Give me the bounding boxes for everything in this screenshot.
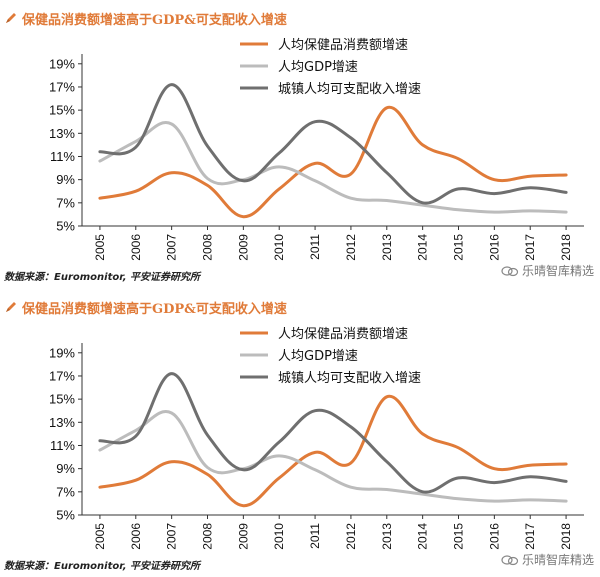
watermark-text: 乐晴智库精选	[521, 264, 594, 278]
x-tick-label: 2010	[272, 234, 286, 261]
watermark-text: 乐晴智库精选	[521, 553, 594, 567]
x-tick-label: 2015	[452, 234, 466, 261]
x-tick-label: 2018	[559, 523, 573, 550]
x-tick-label: 2013	[380, 523, 394, 550]
x-tick-label: 2015	[452, 523, 466, 550]
pen-icon	[6, 13, 16, 23]
y-tick-label: 9%	[56, 461, 75, 476]
chart-title: 保健品消费额增速高于GDP&可支配收入增速	[22, 12, 287, 28]
y-tick-label: 15%	[49, 392, 75, 407]
chart-title: 保健品消费额增速高于GDP&可支配收入增速	[22, 301, 287, 317]
legend-label: 人均保健品消费额增速	[278, 327, 408, 342]
x-tick-label: 2014	[416, 234, 430, 261]
x-tick-label: 2006	[129, 234, 143, 261]
x-tick-label: 2005	[93, 234, 107, 261]
x-tick-label: 2005	[93, 523, 107, 550]
chart-panel-1: 保健品消费额增速高于GDP&可支配收入增速 5% 7% 9% 11% 13% 15% 17%…	[0, 0, 600, 288]
x-tick-label: 2008	[201, 523, 215, 550]
y-tick-label: 19%	[49, 56, 75, 71]
x-tick-label: 2011	[308, 234, 322, 260]
x-tick-label: 2011	[308, 523, 322, 549]
y-tick-label: 11%	[50, 149, 75, 164]
data-source-note: 数据来源：Euromonitor, 平安证券研究所	[4, 561, 200, 572]
series-line-3	[98, 83, 568, 205]
legend-label: 人均GDP增速	[278, 349, 358, 364]
series-line-2	[98, 121, 568, 214]
chart-title-row: 保健品消费额增速高于GDP&可支配收入增速	[4, 8, 287, 28]
watermark: 乐晴智库精选	[501, 262, 594, 279]
x-tick-label: 2017	[523, 234, 537, 261]
line-chart: 5% 7% 9% 11% 13% 15% 17% 19% 2005 2006 2007 2008 200…	[49, 38, 584, 261]
x-tick-label: 2013	[380, 234, 394, 261]
legend-label: 城镇人均可支配收入增速	[278, 371, 421, 386]
y-tick-label: 7%	[56, 195, 75, 210]
y-tick-label: 13%	[49, 415, 75, 430]
legend-label: 人均GDP增速	[278, 60, 358, 75]
wechat-icon	[501, 554, 519, 565]
x-tick-label: 2012	[344, 523, 358, 550]
y-tick-label: 17%	[49, 79, 75, 94]
y-tick-label: 11%	[50, 438, 75, 453]
watermark: 乐晴智库精选	[501, 551, 594, 568]
series-line-3	[98, 372, 568, 494]
pen-icon	[6, 302, 16, 312]
legend-label: 人均保健品消费额增速	[278, 38, 408, 53]
y-tick-label: 17%	[49, 368, 75, 383]
series-line-1	[98, 105, 568, 219]
chart-title-row: 保健品消费额增速高于GDP&可支配收入增速	[4, 297, 287, 317]
data-source-note: 数据来源：Euromonitor, 平安证券研究所	[4, 272, 200, 283]
y-tick-label: 7%	[56, 484, 75, 499]
series-line-2	[98, 410, 568, 503]
y-tick-label: 5%	[56, 508, 75, 523]
y-tick-label: 15%	[49, 103, 75, 118]
chart-panel-2: 保健品消费额增速高于GDP&可支配收入增速 5% 7% 9% 11% 13% 15% 17%…	[0, 289, 600, 577]
x-tick-label: 2009	[236, 523, 250, 550]
x-tick-label: 2010	[272, 523, 286, 550]
x-tick-label: 2007	[165, 523, 179, 550]
x-tick-label: 2007	[165, 234, 179, 261]
y-tick-label: 9%	[56, 172, 75, 187]
x-tick-label: 2016	[487, 523, 501, 550]
y-tick-label: 5%	[56, 219, 75, 234]
x-tick-label: 2016	[487, 234, 501, 261]
y-tick-label: 13%	[49, 126, 75, 141]
legend-label: 城镇人均可支配收入增速	[278, 82, 421, 97]
x-tick-label: 2017	[523, 523, 537, 550]
x-tick-label: 2018	[559, 234, 573, 261]
x-tick-label: 2012	[344, 234, 358, 261]
x-tick-label: 2014	[416, 523, 430, 550]
wechat-icon	[501, 265, 519, 276]
x-tick-label: 2009	[236, 234, 250, 261]
line-chart: 5% 7% 9% 11% 13% 15% 17% 19% 2005 2006 2007 2008 200…	[49, 327, 584, 550]
series-line-1	[98, 394, 568, 508]
y-tick-label: 19%	[49, 345, 75, 360]
x-tick-label: 2008	[201, 234, 215, 261]
x-tick-label: 2006	[129, 523, 143, 550]
